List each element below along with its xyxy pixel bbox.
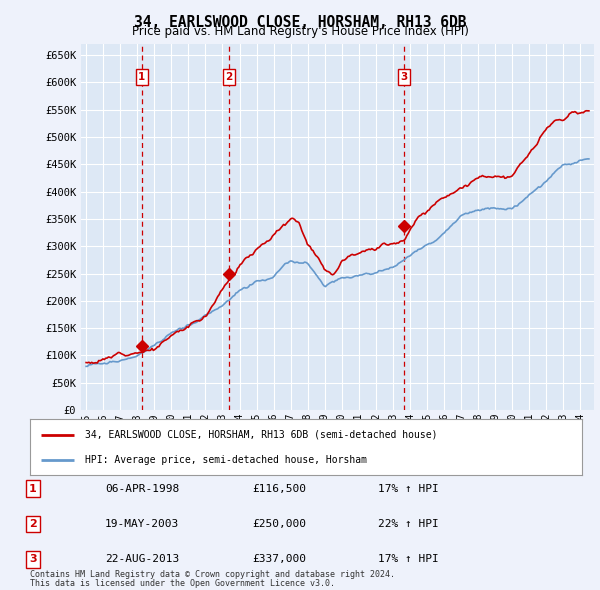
Text: 1: 1 — [29, 484, 37, 493]
Text: 17% ↑ HPI: 17% ↑ HPI — [378, 484, 439, 493]
Text: 06-APR-1998: 06-APR-1998 — [105, 484, 179, 493]
Text: 3: 3 — [29, 555, 37, 564]
Text: HPI: Average price, semi-detached house, Horsham: HPI: Average price, semi-detached house,… — [85, 455, 367, 466]
Text: Contains HM Land Registry data © Crown copyright and database right 2024.: Contains HM Land Registry data © Crown c… — [30, 571, 395, 579]
Text: 34, EARLSWOOD CLOSE, HORSHAM, RH13 6DB: 34, EARLSWOOD CLOSE, HORSHAM, RH13 6DB — [134, 15, 466, 30]
Text: 22-AUG-2013: 22-AUG-2013 — [105, 555, 179, 564]
Text: This data is licensed under the Open Government Licence v3.0.: This data is licensed under the Open Gov… — [30, 579, 335, 588]
Text: 1: 1 — [138, 72, 145, 82]
Text: 22% ↑ HPI: 22% ↑ HPI — [378, 519, 439, 529]
Text: 34, EARLSWOOD CLOSE, HORSHAM, RH13 6DB (semi-detached house): 34, EARLSWOOD CLOSE, HORSHAM, RH13 6DB (… — [85, 430, 438, 440]
Text: £116,500: £116,500 — [252, 484, 306, 493]
Text: 17% ↑ HPI: 17% ↑ HPI — [378, 555, 439, 564]
Text: £250,000: £250,000 — [252, 519, 306, 529]
Text: 19-MAY-2003: 19-MAY-2003 — [105, 519, 179, 529]
Text: 2: 2 — [226, 72, 233, 82]
Text: 3: 3 — [400, 72, 407, 82]
Text: 2: 2 — [29, 519, 37, 529]
Text: Price paid vs. HM Land Registry's House Price Index (HPI): Price paid vs. HM Land Registry's House … — [131, 25, 469, 38]
Text: £337,000: £337,000 — [252, 555, 306, 564]
